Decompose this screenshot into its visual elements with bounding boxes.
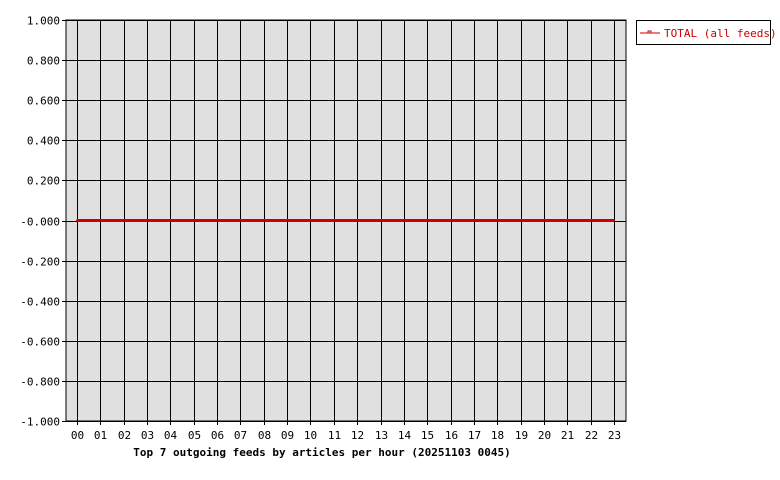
data-point bbox=[496, 219, 499, 222]
legend-label: TOTAL (all feeds) bbox=[664, 27, 777, 40]
y-tick-label: 0.200 bbox=[27, 175, 60, 188]
data-point bbox=[332, 219, 335, 222]
y-tick-label: -1.000 bbox=[20, 416, 60, 429]
y-tick-label: -0.200 bbox=[20, 256, 60, 269]
x-tick-label: 01 bbox=[94, 429, 107, 442]
y-tick-label: -0.000 bbox=[20, 216, 60, 229]
data-point bbox=[286, 219, 289, 222]
x-tick-label: 12 bbox=[351, 429, 364, 442]
data-point bbox=[216, 219, 219, 222]
legend: TOTAL (all feeds) bbox=[636, 20, 777, 45]
y-tick-label: -0.400 bbox=[20, 296, 60, 309]
x-tick-label: 09 bbox=[281, 429, 294, 442]
y-tick-label: -0.600 bbox=[20, 336, 60, 349]
data-point bbox=[542, 219, 545, 222]
x-tick-label: 16 bbox=[445, 429, 458, 442]
data-point bbox=[76, 219, 78, 222]
data-point bbox=[472, 219, 475, 222]
data-point bbox=[309, 219, 312, 222]
x-tick-label: 03 bbox=[141, 429, 154, 442]
chart-title: Top 7 outgoing feeds by articles per hou… bbox=[133, 446, 511, 459]
x-tick-label: 23 bbox=[608, 429, 621, 442]
y-tick-label: -0.800 bbox=[20, 376, 60, 389]
grid bbox=[66, 20, 626, 425]
data-point bbox=[519, 219, 522, 222]
data-point bbox=[169, 219, 172, 222]
x-tick-label: 02 bbox=[118, 429, 131, 442]
x-tick-label: 11 bbox=[328, 429, 341, 442]
legend-marker bbox=[647, 30, 652, 34]
x-tick-label: 08 bbox=[258, 429, 271, 442]
data-point bbox=[449, 219, 452, 222]
x-tick-label: 15 bbox=[421, 429, 434, 442]
x-tick-label: 05 bbox=[188, 429, 201, 442]
data-point bbox=[192, 219, 195, 222]
x-tick-label: 17 bbox=[468, 429, 481, 442]
x-tick-label: 04 bbox=[164, 429, 178, 442]
data-point bbox=[146, 219, 149, 222]
data-point bbox=[426, 219, 429, 222]
data-point bbox=[613, 219, 615, 222]
x-tick-label: 18 bbox=[491, 429, 504, 442]
y-tick-label: 1.000 bbox=[27, 15, 60, 28]
data-point bbox=[589, 219, 592, 222]
data-point bbox=[566, 219, 569, 222]
x-tick-label: 20 bbox=[538, 429, 551, 442]
x-tick-label: 10 bbox=[304, 429, 317, 442]
data-point bbox=[356, 219, 359, 222]
x-tick-label: 00 bbox=[71, 429, 84, 442]
data-point bbox=[262, 219, 265, 222]
x-axis: 00 01 02 03 04 05 06 07 08 09 10 11 12 13 14 15 16 17 18 19… bbox=[71, 429, 621, 442]
y-tick-label: 0.800 bbox=[27, 55, 60, 68]
data-point bbox=[402, 219, 405, 222]
x-tick-label: 07 bbox=[234, 429, 247, 442]
x-tick-label: 22 bbox=[585, 429, 598, 442]
data-point bbox=[122, 219, 125, 222]
data-point bbox=[239, 219, 242, 222]
data-point bbox=[379, 219, 382, 222]
series-layer bbox=[76, 219, 615, 222]
x-tick-label: 21 bbox=[561, 429, 574, 442]
data-point bbox=[99, 219, 102, 222]
y-tick-label: 0.400 bbox=[27, 135, 60, 148]
x-tick-label: 06 bbox=[211, 429, 224, 442]
y-tick-label: 0.600 bbox=[27, 95, 60, 108]
x-tick-label: 19 bbox=[515, 429, 528, 442]
x-tick-label: 13 bbox=[375, 429, 388, 442]
y-axis: 1.000 0.800 0.600 0.400 0.200 -0.000 -0.200 -0.… bbox=[20, 15, 66, 429]
x-tick-label: 14 bbox=[398, 429, 412, 442]
